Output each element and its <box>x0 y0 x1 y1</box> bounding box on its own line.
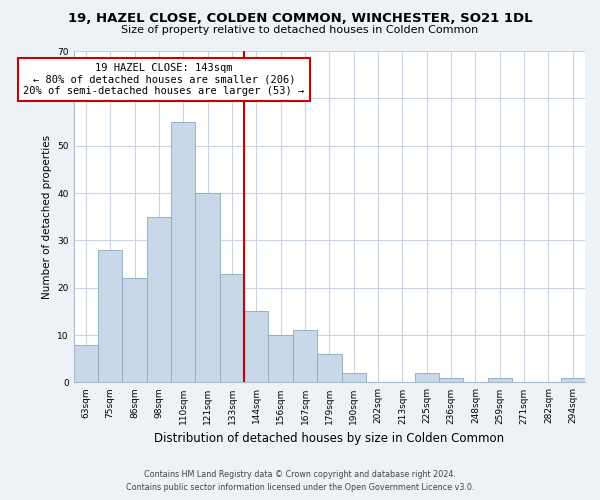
Bar <box>244 312 268 382</box>
Bar <box>488 378 512 382</box>
Bar <box>560 378 585 382</box>
Bar <box>293 330 317 382</box>
Bar <box>341 373 366 382</box>
Text: Contains HM Land Registry data © Crown copyright and database right 2024.
Contai: Contains HM Land Registry data © Crown c… <box>126 470 474 492</box>
Bar <box>220 274 244 382</box>
Bar <box>439 378 463 382</box>
Y-axis label: Number of detached properties: Number of detached properties <box>42 134 52 299</box>
Bar <box>415 373 439 382</box>
Bar <box>171 122 196 382</box>
Text: Size of property relative to detached houses in Colden Common: Size of property relative to detached ho… <box>121 25 479 35</box>
Bar <box>122 278 147 382</box>
Bar <box>147 216 171 382</box>
X-axis label: Distribution of detached houses by size in Colden Common: Distribution of detached houses by size … <box>154 432 505 445</box>
Bar <box>196 193 220 382</box>
Bar <box>98 250 122 382</box>
Bar <box>317 354 341 382</box>
Bar <box>74 344 98 383</box>
Text: 19 HAZEL CLOSE: 143sqm
← 80% of detached houses are smaller (206)
20% of semi-de: 19 HAZEL CLOSE: 143sqm ← 80% of detached… <box>23 63 304 96</box>
Text: 19, HAZEL CLOSE, COLDEN COMMON, WINCHESTER, SO21 1DL: 19, HAZEL CLOSE, COLDEN COMMON, WINCHEST… <box>68 12 532 26</box>
Bar <box>268 335 293 382</box>
